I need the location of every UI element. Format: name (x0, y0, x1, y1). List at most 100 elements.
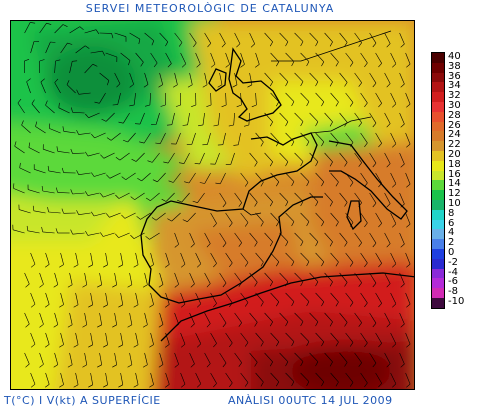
wind-barb (330, 172, 339, 183)
wind-barb-feather (358, 322, 362, 327)
wind-barb-feather (306, 101, 310, 107)
wind-barb (354, 352, 362, 363)
wind-barb (294, 192, 304, 202)
wind-barb-feather (142, 324, 148, 328)
wind-barb (195, 252, 202, 264)
wind-barb (109, 212, 121, 218)
wind-barb (270, 372, 280, 383)
wind-barb (384, 112, 391, 124)
wind-barb (309, 112, 319, 122)
legend-label: 34 (448, 80, 461, 92)
wind-barb-feather (222, 242, 227, 248)
wind-barb (48, 170, 61, 174)
wind-barb-feather (285, 361, 289, 367)
wind-barb (210, 252, 217, 264)
wind-barb (390, 332, 397, 344)
wind-barb (285, 212, 295, 222)
wind-barb (35, 126, 46, 134)
legend-label: 28 (448, 109, 461, 121)
wind-barb (75, 45, 86, 54)
legend-label: 10 (448, 197, 461, 209)
wind-barb (375, 212, 382, 224)
wind-barb (390, 132, 397, 144)
wind-barb (234, 312, 242, 323)
wind-barb (125, 172, 136, 180)
wind-barb (324, 192, 333, 203)
wind-barb (191, 132, 196, 145)
wind-barb-feather (55, 59, 61, 62)
wind-barb (129, 352, 133, 365)
wind-barb-feather (30, 303, 36, 308)
wind-barb (233, 112, 235, 126)
wind-barb-feather (291, 301, 295, 307)
wind-barb-feather (130, 196, 135, 200)
wind-barb-feather (128, 60, 131, 66)
wind-barb (19, 167, 31, 174)
wind-barb-feather (103, 344, 108, 348)
wind-barb-feather (291, 261, 295, 267)
wind-barb (345, 52, 354, 63)
legend-swatch (432, 160, 444, 171)
wind-barb-feather (82, 364, 87, 368)
wind-barb (219, 192, 227, 204)
wind-barb (157, 172, 166, 183)
wind-barb (144, 72, 149, 85)
legend-swatch (432, 92, 444, 102)
wind-barb (210, 212, 217, 224)
wind-barb-feather (62, 126, 64, 132)
wind-barb (202, 112, 205, 125)
wind-barb (330, 332, 339, 343)
wind-barb-feather (155, 142, 161, 144)
wind-barb (34, 169, 46, 174)
wind-barb (225, 52, 230, 65)
wind-barb-feather (173, 84, 178, 88)
wind-barb-feather (306, 301, 310, 307)
wind-barb-feather (70, 148, 73, 154)
wind-barb (135, 52, 144, 63)
wind-barb (204, 232, 211, 244)
wind-barb (225, 292, 233, 304)
wind-barb-feather (106, 174, 111, 179)
wind-barb-feather (32, 205, 35, 211)
wind-barb (17, 102, 25, 114)
wind-barb-feather (372, 323, 377, 328)
wind-barb (405, 252, 411, 265)
legend-label: -8 (448, 286, 458, 298)
wind-barb-feather (254, 242, 258, 247)
wind-barb (174, 312, 179, 325)
wind-barb (315, 332, 325, 343)
legend-label: 0 (448, 246, 455, 258)
wind-barb-feather (255, 64, 260, 68)
wind-barb-feather (59, 264, 64, 268)
wind-barb-feather (202, 84, 208, 88)
wind-barb (133, 232, 145, 239)
wind-barb-feather (291, 181, 295, 187)
wind-barb-feather (306, 141, 310, 147)
wind-barb-feather (85, 191, 89, 196)
wind-barb-feather (142, 284, 148, 288)
wind-barb (255, 132, 264, 143)
wind-barb (315, 212, 325, 223)
wind-barb (264, 312, 273, 323)
wind-barb (195, 332, 202, 344)
wind-barb (399, 272, 405, 285)
wind-barb-feather (149, 264, 154, 268)
wind-barb (285, 172, 295, 182)
wind-barb-feather (39, 284, 44, 288)
wind-barb (30, 332, 36, 345)
wind-barb-feather (103, 304, 108, 308)
wind-barb (114, 312, 117, 325)
wind-barb (69, 352, 73, 365)
wind-barb-feather (178, 162, 185, 164)
wind-barb-feather (222, 202, 227, 208)
wind-barb (225, 372, 233, 384)
wind-barb-feather (28, 142, 31, 148)
wind-barb (330, 292, 339, 303)
wind-barb (300, 372, 310, 382)
wind-barb-feather (276, 341, 280, 347)
wind-barb (175, 132, 181, 145)
wind-barb-feather (306, 381, 310, 387)
wind-barb-feather (344, 42, 348, 47)
wind-barb-feather (196, 343, 202, 348)
wind-barb-feather (349, 62, 354, 67)
